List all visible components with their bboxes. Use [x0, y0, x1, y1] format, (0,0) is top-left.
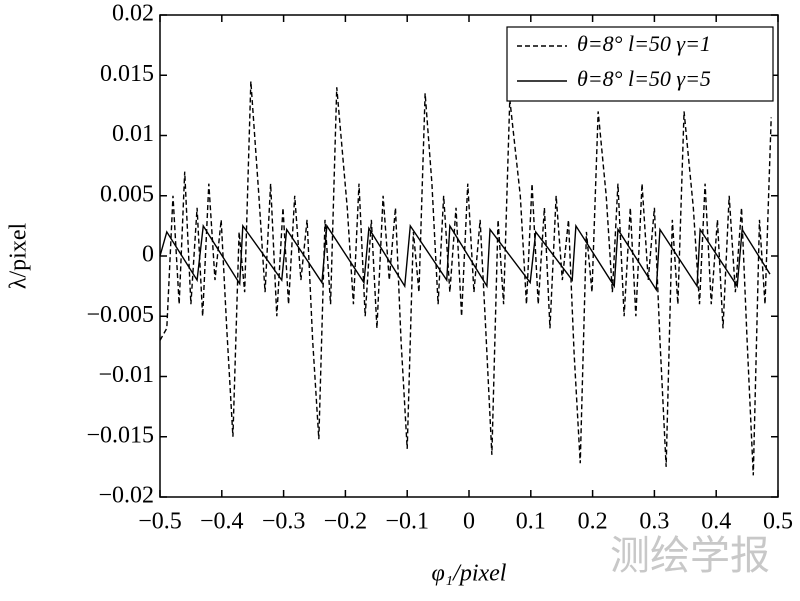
- x-tick-label: 0: [463, 509, 475, 535]
- x-axis-label: φ₁/pixel: [432, 561, 507, 587]
- x-tick-label: −0.1: [385, 509, 429, 535]
- x-tick-label: 0.2: [578, 509, 608, 535]
- legend-box: [506, 26, 774, 102]
- x-tick-label: 0.1: [516, 509, 546, 535]
- series-line: [159, 81, 772, 476]
- x-tick-label: 0.4: [701, 509, 731, 535]
- x-tick-label: −0.5: [138, 509, 182, 535]
- y-tick-label: 0.01: [112, 121, 154, 147]
- y-tick-label: −0.005: [86, 302, 154, 328]
- x-tick-label: −0.4: [200, 509, 244, 535]
- series-line: [159, 223, 771, 292]
- y-tick-label: 0.015: [100, 61, 154, 87]
- x-tick-label: −0.2: [324, 509, 368, 535]
- legend-label: θ=8° l=50 γ=1: [577, 31, 711, 56]
- y-tick-label: 0: [142, 242, 154, 268]
- x-tick-label: −0.3: [262, 509, 306, 535]
- y-tick-label: −0.015: [86, 422, 154, 448]
- x-tick-label: 0.3: [639, 509, 669, 535]
- y-axis-label: λ/pixel: [6, 223, 32, 290]
- x-tick-label: 0.5: [763, 509, 793, 535]
- legend-label: θ=8° l=50 γ=5: [577, 66, 711, 91]
- y-tick-label: 0.02: [112, 1, 154, 27]
- watermark: 测绘学报: [610, 533, 770, 579]
- y-tick-label: 0.005: [100, 181, 154, 207]
- y-tick-label: −0.01: [98, 362, 154, 388]
- y-tick-label: −0.02: [98, 483, 154, 509]
